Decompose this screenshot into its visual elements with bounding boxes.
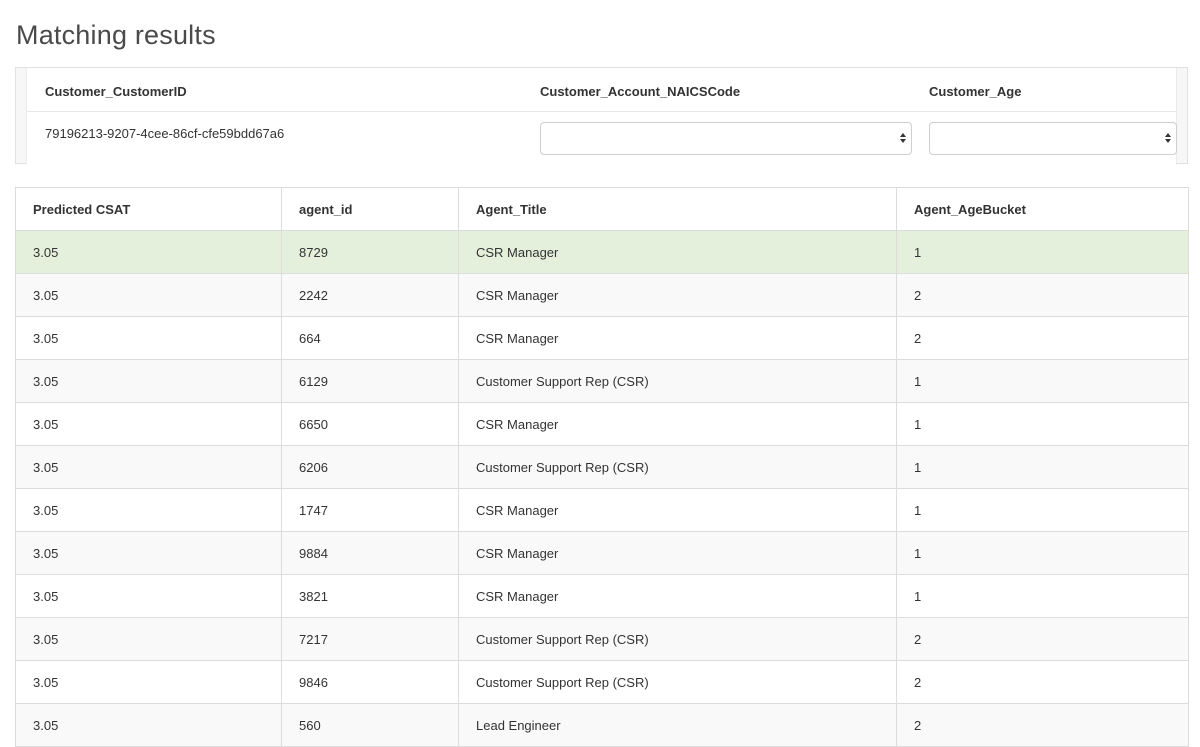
agent-age-bucket-cell: 1 bbox=[896, 531, 1189, 575]
table-row[interactable]: 3.05 560 Lead Engineer 2 bbox=[15, 703, 1189, 747]
predicted-csat-cell: 3.05 bbox=[15, 402, 282, 446]
filter-header-customer-id: Customer_CustomerID bbox=[45, 84, 187, 99]
agent-id-cell: 2242 bbox=[281, 273, 459, 317]
table-row[interactable]: 3.05 664 CSR Manager 2 bbox=[15, 316, 1189, 360]
predicted-csat-cell: 3.05 bbox=[15, 574, 282, 618]
agent-title-cell: CSR Manager bbox=[458, 273, 897, 317]
naics-code-select[interactable] bbox=[540, 122, 912, 155]
predicted-csat-cell: 3.05 bbox=[15, 359, 282, 403]
agent-id-cell: 6206 bbox=[281, 445, 459, 489]
predicted-csat-cell: 3.05 bbox=[15, 617, 282, 661]
agent-title-cell: Customer Support Rep (CSR) bbox=[458, 359, 897, 403]
table-row[interactable]: 3.05 3821 CSR Manager 1 bbox=[15, 574, 1189, 618]
customer-id-value: 79196213-9207-4cee-86cf-cfe59bdd67a6 bbox=[45, 126, 285, 141]
column-header-agent-age-bucket[interactable]: Agent_AgeBucket bbox=[896, 187, 1189, 231]
agent-age-bucket-cell: 2 bbox=[896, 273, 1189, 317]
agent-title-cell: Customer Support Rep (CSR) bbox=[458, 445, 897, 489]
agent-title-cell: CSR Manager bbox=[458, 488, 897, 532]
column-header-agent-id[interactable]: agent_id bbox=[281, 187, 459, 231]
results-table: Predicted CSAT agent_id Agent_Title Agen… bbox=[15, 187, 1189, 747]
agent-id-cell: 664 bbox=[281, 316, 459, 360]
select-arrows-icon bbox=[900, 133, 906, 143]
agent-id-cell: 1747 bbox=[281, 488, 459, 532]
predicted-csat-cell: 3.05 bbox=[15, 531, 282, 575]
select-arrows-icon bbox=[1165, 133, 1171, 143]
table-row[interactable]: 3.05 6129 Customer Support Rep (CSR) 1 bbox=[15, 359, 1189, 403]
filter-header-customer-age: Customer_Age bbox=[929, 84, 1022, 99]
agent-title-cell: CSR Manager bbox=[458, 316, 897, 360]
table-row[interactable]: 3.05 2242 CSR Manager 2 bbox=[15, 273, 1189, 317]
page-title: Matching results bbox=[16, 20, 216, 50]
predicted-csat-cell: 3.05 bbox=[15, 230, 282, 274]
table-row[interactable]: 3.05 6206 Customer Support Rep (CSR) 1 bbox=[15, 445, 1189, 489]
agent-age-bucket-cell: 1 bbox=[896, 574, 1189, 618]
agent-age-bucket-cell: 1 bbox=[896, 488, 1189, 532]
agent-id-cell: 7217 bbox=[281, 617, 459, 661]
agent-age-bucket-cell: 1 bbox=[896, 359, 1189, 403]
agent-id-cell: 560 bbox=[281, 703, 459, 747]
predicted-csat-cell: 3.05 bbox=[15, 488, 282, 532]
agent-id-cell: 9846 bbox=[281, 660, 459, 704]
filter-header-naics-code: Customer_Account_NAICSCode bbox=[540, 84, 741, 99]
table-row[interactable]: 3.05 1747 CSR Manager 1 bbox=[15, 488, 1189, 532]
agent-id-cell: 3821 bbox=[281, 574, 459, 618]
filter-header-row: Customer_CustomerID Customer_Account_NAI… bbox=[27, 68, 1176, 112]
agent-title-cell: Customer Support Rep (CSR) bbox=[458, 660, 897, 704]
agent-id-cell: 8729 bbox=[281, 230, 459, 274]
customer-age-select[interactable] bbox=[929, 122, 1177, 155]
table-row[interactable]: 3.05 9846 Customer Support Rep (CSR) 2 bbox=[15, 660, 1189, 704]
agent-age-bucket-cell: 1 bbox=[896, 402, 1189, 446]
agent-age-bucket-cell: 2 bbox=[896, 660, 1189, 704]
agent-age-bucket-cell: 2 bbox=[896, 617, 1189, 661]
table-row[interactable]: 3.05 6650 CSR Manager 1 bbox=[15, 402, 1189, 446]
predicted-csat-cell: 3.05 bbox=[15, 316, 282, 360]
agent-title-cell: Lead Engineer bbox=[458, 703, 897, 747]
agent-age-bucket-cell: 2 bbox=[896, 703, 1189, 747]
column-header-agent-title[interactable]: Agent_Title bbox=[458, 187, 897, 231]
agent-title-cell: CSR Manager bbox=[458, 230, 897, 274]
agent-title-cell: CSR Manager bbox=[458, 402, 897, 446]
filter-panel: Customer_CustomerID Customer_Account_NAI… bbox=[15, 67, 1188, 165]
predicted-csat-cell: 3.05 bbox=[15, 660, 282, 704]
agent-age-bucket-cell: 1 bbox=[896, 445, 1189, 489]
agent-id-cell: 6129 bbox=[281, 359, 459, 403]
agent-id-cell: 6650 bbox=[281, 402, 459, 446]
filter-table: Customer_CustomerID Customer_Account_NAI… bbox=[26, 68, 1177, 165]
agent-id-cell: 9884 bbox=[281, 531, 459, 575]
column-header-predicted-csat[interactable]: Predicted CSAT bbox=[15, 187, 282, 231]
predicted-csat-cell: 3.05 bbox=[15, 273, 282, 317]
agent-title-cell: CSR Manager bbox=[458, 531, 897, 575]
table-row[interactable]: 3.05 7217 Customer Support Rep (CSR) 2 bbox=[15, 617, 1189, 661]
agent-title-cell: Customer Support Rep (CSR) bbox=[458, 617, 897, 661]
agent-age-bucket-cell: 1 bbox=[896, 230, 1189, 274]
table-row[interactable]: 3.05 9884 CSR Manager 1 bbox=[15, 531, 1189, 575]
predicted-csat-cell: 3.05 bbox=[15, 445, 282, 489]
table-row[interactable]: 3.05 8729 CSR Manager 1 bbox=[15, 230, 1189, 274]
table-header-row: Predicted CSAT agent_id Agent_Title Agen… bbox=[15, 187, 1189, 231]
predicted-csat-cell: 3.05 bbox=[15, 703, 282, 747]
agent-age-bucket-cell: 2 bbox=[896, 316, 1189, 360]
agent-title-cell: CSR Manager bbox=[458, 574, 897, 618]
